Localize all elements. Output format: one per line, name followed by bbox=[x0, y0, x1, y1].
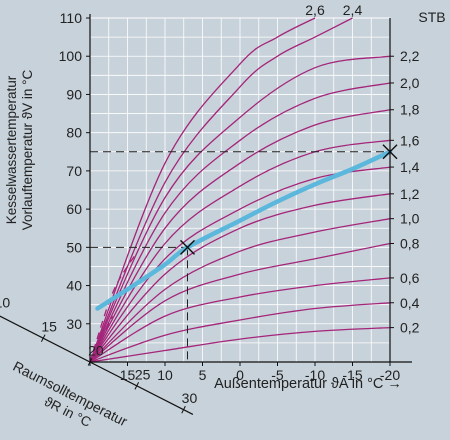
y-tick-label: 40 bbox=[66, 278, 82, 294]
slope-tick-label: 1,4 bbox=[400, 159, 420, 175]
heating-curve bbox=[89, 82, 391, 363]
room-tick-label: 25 bbox=[135, 366, 151, 382]
y-tick-label: 80 bbox=[66, 125, 82, 141]
slope-tick-label: 0,2 bbox=[400, 320, 420, 336]
slope-tick-label: 1,8 bbox=[400, 102, 420, 118]
slope-axis-label: STB bbox=[418, 9, 445, 25]
room-tick-label: 15 bbox=[41, 319, 57, 335]
room-axis-line bbox=[0, 315, 194, 415]
x-tick-label: 0 bbox=[236, 367, 244, 383]
heating-curve bbox=[89, 55, 391, 363]
room-shift-dashed-curve bbox=[89, 254, 136, 363]
operating-point-marker bbox=[180, 239, 195, 255]
heating-curve bbox=[89, 166, 391, 363]
slope-tick-label: 2,2 bbox=[400, 48, 420, 64]
heating-curve bbox=[89, 193, 391, 363]
heating-curve bbox=[89, 302, 391, 363]
y-tick-label: 60 bbox=[66, 201, 82, 217]
heating-curve bbox=[89, 277, 391, 363]
slope-tick-label: 0,6 bbox=[400, 270, 420, 286]
y-tick-label: 70 bbox=[66, 163, 82, 179]
heating-curve bbox=[89, 218, 391, 363]
heating-curve bbox=[89, 139, 391, 363]
slope-tick-label-top: 2,4 bbox=[343, 2, 363, 18]
y-tick-label: 30 bbox=[66, 316, 82, 332]
heating-curve bbox=[89, 17, 316, 363]
x-tick-label: -5 bbox=[271, 367, 284, 383]
room-tick-label: 30 bbox=[182, 390, 198, 406]
x-axis-label: Außentemperatur ϑA in °C → bbox=[214, 376, 402, 392]
slope-tick-label: 2,0 bbox=[400, 75, 420, 91]
heating-curve bbox=[89, 326, 391, 363]
grid bbox=[89, 17, 391, 363]
slope-tick-label: 0,4 bbox=[400, 295, 420, 311]
x-tick-label: -15 bbox=[342, 367, 362, 383]
room-tick-mark bbox=[40, 334, 46, 342]
marker-stroke bbox=[180, 239, 195, 255]
y-tick-label: 50 bbox=[66, 239, 82, 255]
reference-lines bbox=[90, 151, 390, 362]
room-tick-mark bbox=[134, 382, 140, 390]
operating-curve bbox=[95, 149, 393, 311]
axes bbox=[0, 14, 412, 415]
slope-tick-label: 1,0 bbox=[400, 211, 420, 227]
y-tick-label: 110 bbox=[60, 10, 83, 26]
slope-tick-label-top: 2,6 bbox=[305, 2, 325, 18]
x-tick-label: 15 bbox=[120, 367, 136, 383]
slope-tick-label: 0,8 bbox=[400, 236, 420, 252]
slope-tick-label: 1,6 bbox=[400, 132, 420, 148]
y-axis-title: Kesselwassertemperatur Vorlauftemperatur… bbox=[4, 69, 35, 230]
x-tick-label: -20 bbox=[380, 367, 400, 383]
y-tick-label: 100 bbox=[59, 48, 83, 64]
heating-curve bbox=[89, 242, 391, 363]
slope-tick-label: 1,2 bbox=[400, 186, 420, 202]
y-axis-label-line-2: Vorlauftemperatur ϑV in °C bbox=[20, 69, 35, 230]
room-tick-mark bbox=[87, 358, 93, 366]
x-tick-label: -10 bbox=[305, 367, 325, 383]
y-axis-label-line-1: Kesselwassertemperatur bbox=[4, 75, 19, 224]
x-tick-label: 5 bbox=[199, 367, 207, 383]
room-tick-label: 20 bbox=[88, 342, 104, 358]
room-tick-mark bbox=[181, 405, 186, 414]
room-tick-label: 10 bbox=[0, 295, 10, 311]
y-tick-label: 90 bbox=[66, 86, 82, 102]
x-tick-label: 10 bbox=[157, 367, 173, 383]
